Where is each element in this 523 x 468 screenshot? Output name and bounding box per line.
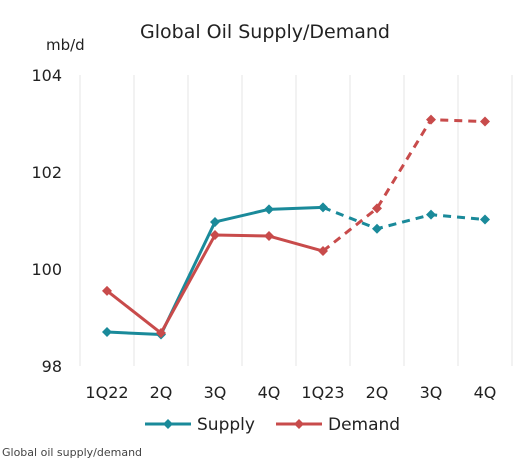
demand-point (102, 285, 112, 296)
demand-line-forecast (322, 118, 486, 253)
x-tick-label: 1Q22 (85, 383, 128, 402)
supply-point (372, 223, 382, 234)
demand-line-actual (106, 233, 324, 335)
supply-legend-marker (163, 419, 173, 429)
supply-point (426, 209, 436, 220)
demand-point (372, 203, 382, 214)
supply-point (210, 216, 220, 227)
x-tick-label: 2Q (150, 383, 173, 402)
demand-point (318, 246, 328, 257)
demand-legend-label: Demand (328, 415, 400, 435)
x-tick-label: 3Q (204, 383, 227, 402)
x-tick-label: 1Q23 (301, 383, 344, 402)
y-tick-labels: 98 100 102 104 (31, 66, 62, 376)
y-tick-label: 102 (31, 163, 62, 182)
demand-point (426, 114, 436, 125)
demand-point (210, 230, 220, 241)
supply-point (264, 204, 274, 215)
chart-title: Global Oil Supply/Demand (140, 21, 390, 43)
supply-point (102, 327, 112, 338)
demand-point (480, 116, 490, 127)
series-lines (102, 114, 490, 340)
demand-point (264, 231, 274, 242)
supply-line-forecast (322, 206, 486, 231)
y-tick-label: 98 (42, 357, 62, 376)
supply-point (480, 214, 490, 225)
x-tick-labels: 1Q22 2Q 3Q 4Q 1Q23 2Q 3Q 4Q (85, 383, 496, 402)
legend: Supply Demand (145, 415, 400, 435)
x-tick-label: 2Q (366, 383, 389, 402)
x-tick-label: 3Q (420, 383, 443, 402)
y-axis-label: mb/d (46, 36, 85, 54)
supply-legend-label: Supply (197, 415, 255, 435)
y-tick-label: 104 (31, 66, 62, 85)
supply-point (318, 202, 328, 213)
figure-caption: Global oil supply/demand (2, 446, 143, 459)
y-tick-label: 100 (31, 260, 62, 279)
x-tick-label: 4Q (474, 383, 497, 402)
grid-lines (79, 75, 513, 366)
demand-point (156, 328, 166, 339)
oil-supply-demand-chart: 98 100 102 104 1Q22 2Q 3Q 4Q 1Q23 2Q 3Q 4Q Supply D… (31, 21, 513, 435)
x-tick-label: 4Q (258, 383, 281, 402)
demand-legend-marker (294, 419, 304, 429)
